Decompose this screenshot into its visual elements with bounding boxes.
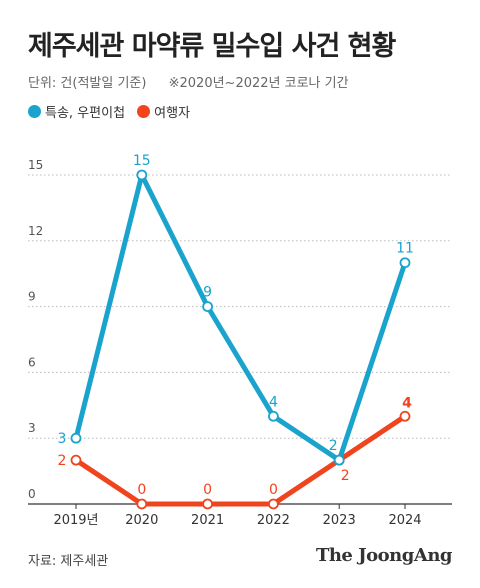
x-tick-label: 2021	[191, 513, 224, 528]
series-line-1	[73, 413, 408, 507]
data-point	[202, 301, 214, 313]
data-label: 2	[58, 453, 67, 469]
chart-title: 제주세관 마약류 밀수입 사건 현황	[28, 31, 396, 62]
legend-label-traveler: 여행자	[154, 106, 191, 121]
x-tick-label: 2022	[257, 513, 290, 528]
y-tick-label: 6	[28, 355, 36, 369]
y-tick-label: 15	[28, 158, 43, 172]
data-label: 11	[396, 241, 414, 257]
legend-item-traveler: 여행자	[137, 102, 190, 121]
data-point	[399, 410, 411, 422]
x-tick-label: 2024	[388, 513, 421, 528]
y-tick-label: 12	[28, 224, 43, 238]
legend-label-delivery: 특송, 우편이첩	[45, 106, 126, 121]
data-point	[202, 498, 214, 510]
legend: 특송, 우편이첩 여행자	[28, 102, 198, 122]
period-note: ※2020년~2022년 코로나 기간	[168, 76, 349, 91]
data-label: 2	[329, 438, 338, 454]
legend-swatch-delivery	[28, 105, 41, 118]
legend-item-delivery: 특송, 우편이첩	[28, 102, 125, 121]
data-point	[70, 432, 82, 444]
data-point	[70, 454, 82, 466]
x-tick-label: 2019년	[53, 513, 98, 528]
data-label: 9	[203, 285, 212, 301]
unit-label: 단위: 건(적발일 기준)	[28, 76, 147, 91]
data-label: 4	[402, 395, 412, 411]
data-point	[267, 410, 279, 422]
y-tick-label: 9	[28, 290, 36, 304]
data-label: 15	[133, 153, 151, 169]
data-label: 0	[269, 482, 278, 498]
data-point	[136, 498, 148, 510]
data-label: 4	[269, 394, 278, 410]
y-tick-label: 3	[28, 421, 36, 435]
data-label: 2	[341, 468, 350, 484]
brand-logo: The JoongAng	[315, 545, 453, 566]
y-tick-label: 0	[28, 487, 36, 501]
data-point	[399, 257, 411, 269]
data-label: 0	[137, 482, 146, 498]
data-point	[267, 498, 279, 510]
legend-swatch-traveler	[137, 105, 151, 118]
series-line-0	[73, 172, 408, 463]
data-point	[333, 454, 345, 466]
subtitle-row: 단위: 건(적발일 기준) ※2020년~2022년 코로나 기간	[28, 72, 367, 91]
source-note: 자료: 제주세관	[28, 554, 109, 569]
data-point	[136, 169, 148, 181]
x-tick-label: 2020	[125, 513, 158, 528]
data-label: 3	[58, 431, 67, 447]
data-label: 0	[203, 482, 212, 498]
x-tick-label: 2023	[323, 513, 356, 528]
